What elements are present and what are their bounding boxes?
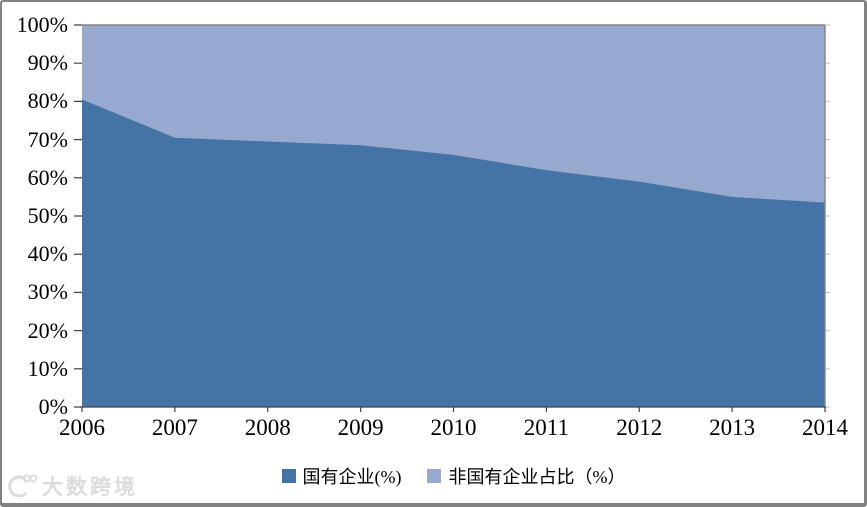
x-axis-label: 2014	[802, 415, 848, 440]
y-axis-label: 100%	[16, 12, 68, 37]
y-axis-label: 50%	[27, 203, 68, 228]
legend-item: 非国有企业占比（%）	[427, 463, 625, 489]
y-axis-label: 60%	[27, 164, 68, 190]
x-axis-label: 2007	[151, 415, 198, 440]
x-axis-label: 2013	[709, 415, 756, 440]
watermark-logo	[8, 474, 38, 498]
x-axis-label: 2011	[523, 415, 569, 440]
y-axis-label: 20%	[27, 317, 68, 343]
y-axis-label: 40%	[27, 241, 68, 267]
legend-label: 国有企业(%)	[302, 467, 402, 487]
legend-item: 国有企业(%)	[281, 463, 402, 489]
x-axis-label: 2009	[337, 415, 384, 440]
x-axis-label: 2008	[244, 415, 291, 440]
y-axis-label: 90%	[27, 50, 68, 76]
y-axis-label: 10%	[27, 355, 68, 381]
y-axis-label: 30%	[27, 279, 68, 305]
y-axis-label: 70%	[27, 126, 68, 152]
watermark-text: 大数跨境	[42, 476, 138, 499]
legend: 国有企业(%) 非国有企业占比（%）	[82, 461, 825, 491]
legend-swatch-icon	[281, 469, 296, 483]
area-state	[82, 99, 825, 407]
legend-swatch-icon	[427, 469, 442, 483]
watermark: 大数跨境	[8, 471, 138, 501]
y-axis-label: 0%	[38, 394, 68, 419]
x-axis-label: 2006	[59, 415, 105, 440]
y-axis-label: 80%	[27, 88, 68, 114]
legend-label: 非国有企业占比（%）	[448, 467, 626, 487]
x-axis-label: 2012	[616, 415, 663, 440]
x-axis-label: 2010	[430, 415, 477, 440]
